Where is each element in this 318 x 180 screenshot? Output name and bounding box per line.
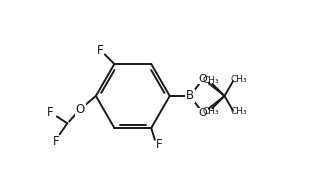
Text: F: F: [97, 44, 104, 57]
Text: F: F: [156, 138, 162, 151]
Text: F: F: [52, 135, 59, 148]
Text: O: O: [76, 103, 85, 116]
Text: O: O: [199, 108, 207, 118]
Text: CH₃: CH₃: [202, 107, 219, 116]
Text: CH₃: CH₃: [231, 107, 247, 116]
Text: O: O: [199, 74, 207, 84]
Text: CH₃: CH₃: [231, 75, 247, 84]
Text: F: F: [47, 106, 54, 119]
Text: CH₃: CH₃: [202, 76, 219, 85]
Text: B: B: [186, 89, 194, 102]
